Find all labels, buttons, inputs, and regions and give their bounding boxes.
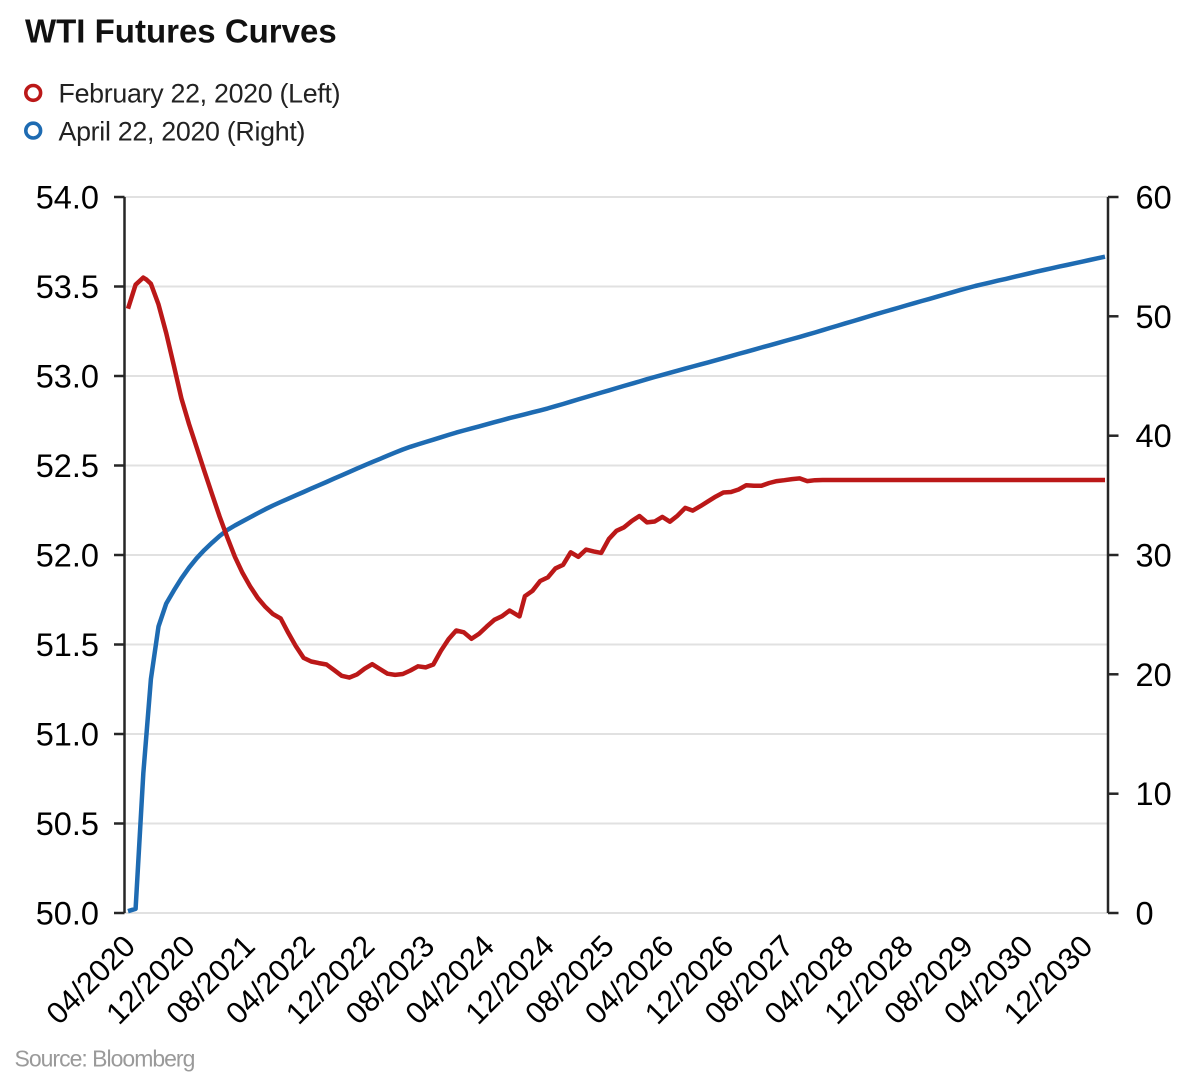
svg-text:Source: Bloomberg: Source: Bloomberg [15,1046,195,1072]
svg-text:53.0: 53.0 [36,359,99,395]
svg-text:53.5: 53.5 [36,269,99,305]
svg-text:20: 20 [1136,657,1172,693]
svg-text:54.0: 54.0 [36,180,99,216]
svg-text:0: 0 [1136,896,1154,932]
svg-text:51.5: 51.5 [36,627,99,663]
svg-text:51.0: 51.0 [36,717,99,753]
svg-text:60: 60 [1136,180,1172,216]
svg-text:30: 30 [1136,538,1172,574]
svg-text:10: 10 [1136,776,1172,812]
svg-text:February 22, 2020 (Left): February 22, 2020 (Left) [59,78,341,108]
svg-text:50.0: 50.0 [36,896,99,932]
svg-text:WTI Futures Curves: WTI Futures Curves [25,13,337,50]
svg-text:40: 40 [1136,418,1172,454]
svg-text:50.5: 50.5 [36,806,99,842]
svg-text:50: 50 [1136,299,1172,335]
svg-text:52.0: 52.0 [36,538,99,574]
svg-text:April 22, 2020 (Right): April 22, 2020 (Right) [59,116,306,146]
svg-text:52.5: 52.5 [36,448,99,484]
